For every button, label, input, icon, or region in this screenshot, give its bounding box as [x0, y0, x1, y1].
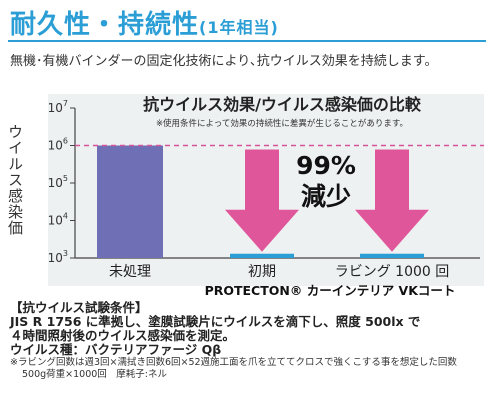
x-tick-label: 未処理: [109, 264, 151, 280]
page-title-main: 耐久性・持続性: [10, 10, 200, 40]
x-tick-label: ラビング 1000 回: [335, 264, 450, 280]
conditions-heading: 【抗ウイルス試験条件】: [10, 300, 148, 315]
annotation-percent: 99%: [296, 151, 356, 180]
chart-subtitle: ※使用条件によって効果の持続性に差異が生じることがあります。: [156, 118, 408, 129]
x-tick-label: 初期: [248, 263, 276, 280]
conditions-line-3: ウイルス種：バクテリアファージ Qβ: [10, 342, 222, 357]
conditions-line-1: JIS R 1756 に準拠し、塗膜試験片にウイルスを滴下し、照度 500lx …: [10, 314, 421, 329]
y-tick-label: 106: [48, 137, 68, 153]
chart-title: 抗ウイルス効果/ウイルス感染価の比較: [143, 95, 422, 114]
annotation-reduction: 減少: [301, 182, 351, 211]
y-tick-label: 103: [48, 249, 68, 265]
conditions-line-2: ４時間照射後のウイルス感染価を測定。: [10, 328, 236, 343]
page-title: 耐久性・持続性(1年相当): [10, 4, 279, 41]
header-rule: [8, 40, 486, 42]
footnote-2: 500g荷重×1000回 摩耗子:ネル: [22, 369, 168, 380]
footnote-1: ※ラビング回数は週3回×濡拭き回数6回×52週施工面を爪を立ててクロスで強くこす…: [10, 357, 457, 368]
y-tick-label: 107: [48, 99, 68, 115]
reduction-arrow-2: [355, 149, 429, 252]
reduction-arrow-1: [225, 149, 299, 252]
bar-3: [360, 253, 424, 258]
y-tick-label: 105: [48, 174, 68, 190]
y-axis-label: ウイルス感染価: [6, 124, 24, 236]
category-group-label: PROTECTON® カーインテリア VKコート: [205, 283, 456, 298]
test-conditions: 【抗ウイルス試験条件】 JIS R 1756 に準拠し、塗膜試験片にウイルスを滴…: [10, 301, 486, 381]
bar-2: [230, 253, 294, 258]
lead-text: 無機･有機バインダーの固定化技術により､抗ウイルス効果を持続します。: [10, 54, 438, 69]
bar-1: [97, 145, 163, 258]
page-title-sub: (1年相当): [199, 18, 279, 37]
y-tick-label: 104: [48, 212, 68, 228]
